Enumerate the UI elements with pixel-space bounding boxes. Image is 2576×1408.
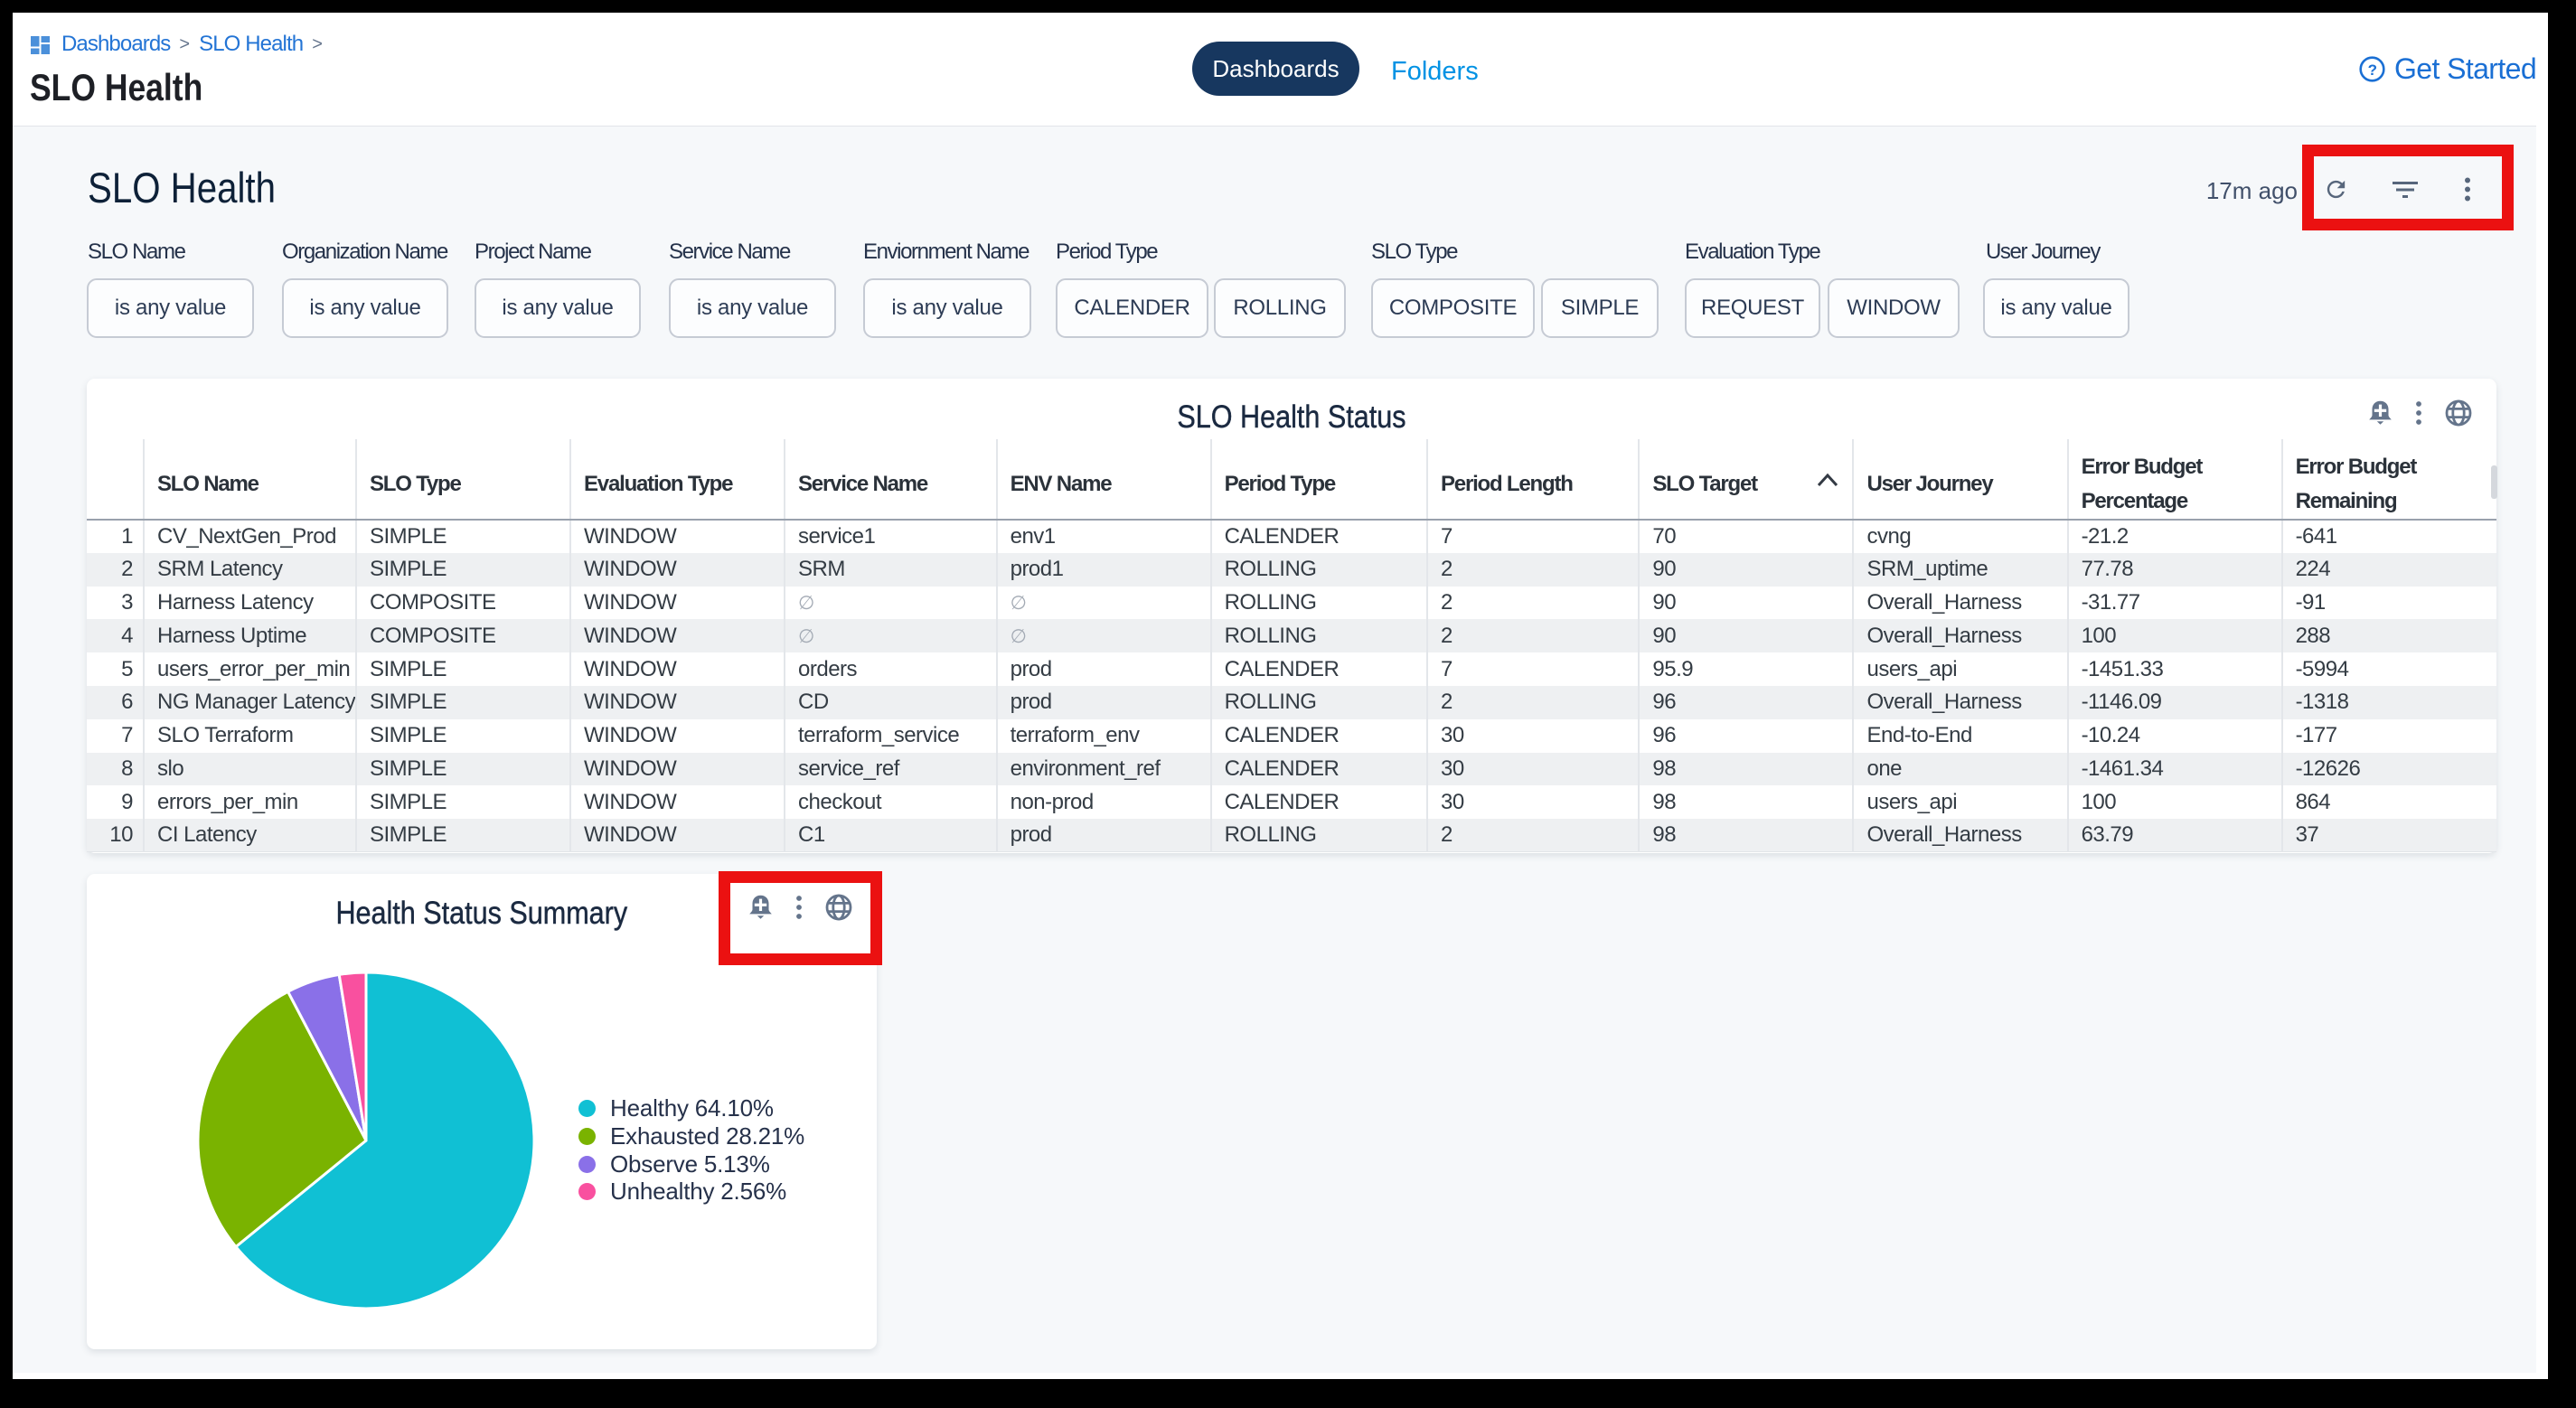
svg-text:?: ? (2368, 61, 2377, 79)
